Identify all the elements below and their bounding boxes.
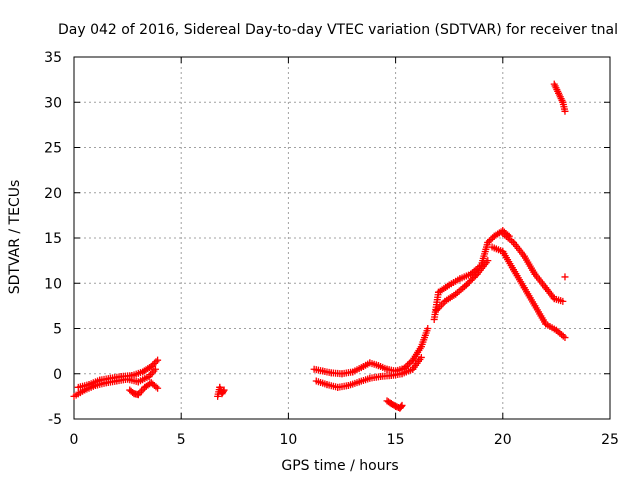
series-night-decay-lower — [488, 243, 569, 342]
data-point — [417, 353, 425, 361]
data-point — [561, 334, 569, 342]
y-tick-label: -5 — [48, 412, 62, 428]
data-point — [220, 386, 228, 394]
data-point — [464, 280, 472, 288]
x-tick-label: 10 — [279, 432, 297, 448]
x-tick-label: 25 — [601, 432, 619, 448]
series-isolated — [561, 273, 569, 281]
series-evening-rise-lower — [432, 257, 492, 314]
data-point — [485, 237, 493, 245]
x-tick-label: 5 — [177, 432, 186, 448]
x-tick-label: 15 — [387, 432, 405, 448]
series-early-morning-dip — [126, 379, 162, 399]
chart-title: Day 042 of 2016, Sidereal Day-to-day VTE… — [58, 22, 618, 38]
data-point — [397, 402, 405, 410]
y-tick-label: 20 — [44, 186, 62, 202]
data-point — [484, 239, 492, 247]
data-point — [484, 257, 492, 265]
data-point — [487, 235, 495, 243]
x-tick-label: 0 — [70, 432, 79, 448]
data-point — [149, 361, 157, 369]
data-point — [424, 325, 432, 332]
data-point — [559, 297, 567, 305]
y-axis: -5 0 5 10 15 20 25 30 35 — [44, 50, 610, 428]
data-point — [147, 363, 155, 371]
data-point — [219, 387, 227, 395]
series-late-high — [550, 80, 569, 115]
y-tick-label: 35 — [44, 50, 62, 66]
x-tick-label: 20 — [494, 432, 512, 448]
data-point — [152, 383, 160, 391]
data-point — [470, 273, 478, 281]
series-night-decay-upper — [499, 229, 567, 305]
x-axis-label: GPS time / hours — [281, 458, 398, 474]
data-point — [561, 273, 569, 281]
data-point — [154, 384, 162, 392]
data-point — [150, 359, 158, 367]
y-tick-label: 10 — [44, 276, 62, 292]
y-axis-label: SDTVAR / TECUs — [7, 180, 23, 295]
series-dip-near-15h — [383, 397, 406, 412]
data-point — [151, 365, 159, 373]
y-tick-label: 5 — [53, 322, 62, 338]
data-point — [468, 275, 476, 283]
series-early-morning-high — [74, 356, 162, 391]
data-point — [398, 401, 406, 409]
data-point — [152, 358, 160, 366]
x-axis: 0 5 10 15 20 25 — [70, 57, 619, 448]
data-point — [462, 281, 470, 289]
series-evening-rise — [430, 227, 513, 323]
series-near-7h — [214, 383, 228, 400]
data-point — [465, 278, 473, 286]
data-point — [561, 107, 569, 115]
y-tick-label: 0 — [53, 367, 62, 383]
data-point — [472, 272, 480, 280]
data-points — [70, 80, 569, 412]
data-point — [154, 356, 162, 364]
y-tick-label: 25 — [44, 141, 62, 157]
y-tick-label: 30 — [44, 95, 62, 111]
series-midday-upper — [310, 325, 432, 378]
data-point — [405, 359, 413, 367]
series-midday-lower — [312, 353, 425, 391]
y-tick-label: 15 — [44, 231, 62, 247]
data-point — [467, 276, 475, 284]
